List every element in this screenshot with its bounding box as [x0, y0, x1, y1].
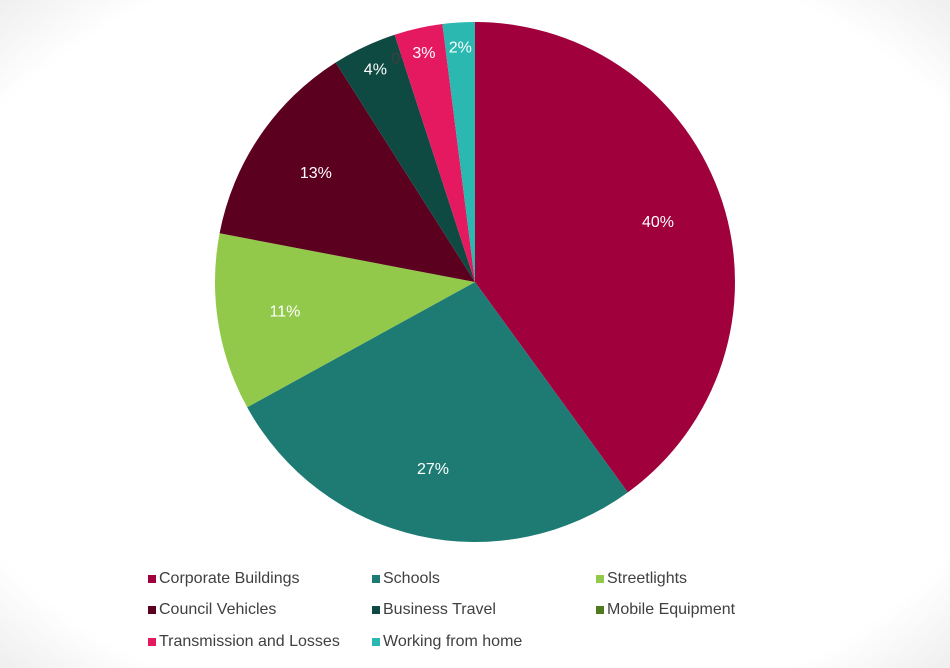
legend-label: Council Vehicles: [159, 601, 276, 618]
data-label: 11%: [270, 303, 301, 320]
pie-slice: [215, 233, 475, 408]
pie-slice: [335, 34, 475, 282]
legend-marker: [372, 575, 380, 583]
legend-label: Transmission and Losses: [159, 633, 340, 650]
legend-marker: [148, 606, 156, 614]
legend-marker: [148, 638, 156, 646]
legend-label: Mobile Equipment: [607, 601, 736, 618]
data-label: 13%: [300, 165, 332, 182]
legend-label: Schools: [383, 570, 440, 587]
pie-slice: [219, 62, 475, 283]
pie-slice: [247, 282, 628, 543]
legend-marker: [372, 606, 380, 614]
data-label: 40%: [642, 214, 674, 231]
legend-label: Working from home: [383, 633, 522, 650]
pie-slice: [394, 24, 475, 283]
legend-marker: [596, 606, 604, 614]
legend-label: Business Travel: [383, 601, 496, 618]
data-label: 2%: [449, 40, 472, 57]
data-label: 3%: [412, 45, 435, 62]
data-label: 27%: [417, 461, 449, 478]
legend-label: Corporate Buildings: [159, 570, 300, 587]
legend-marker: [148, 575, 156, 583]
legend-label: Streetlights: [607, 570, 687, 587]
pie-slice: [442, 22, 475, 282]
legend-marker: [372, 638, 380, 646]
data-label: 4%: [364, 61, 387, 78]
pie-slice: [475, 22, 735, 493]
legend-box: [138, 562, 810, 662]
legend-marker: [596, 575, 604, 583]
